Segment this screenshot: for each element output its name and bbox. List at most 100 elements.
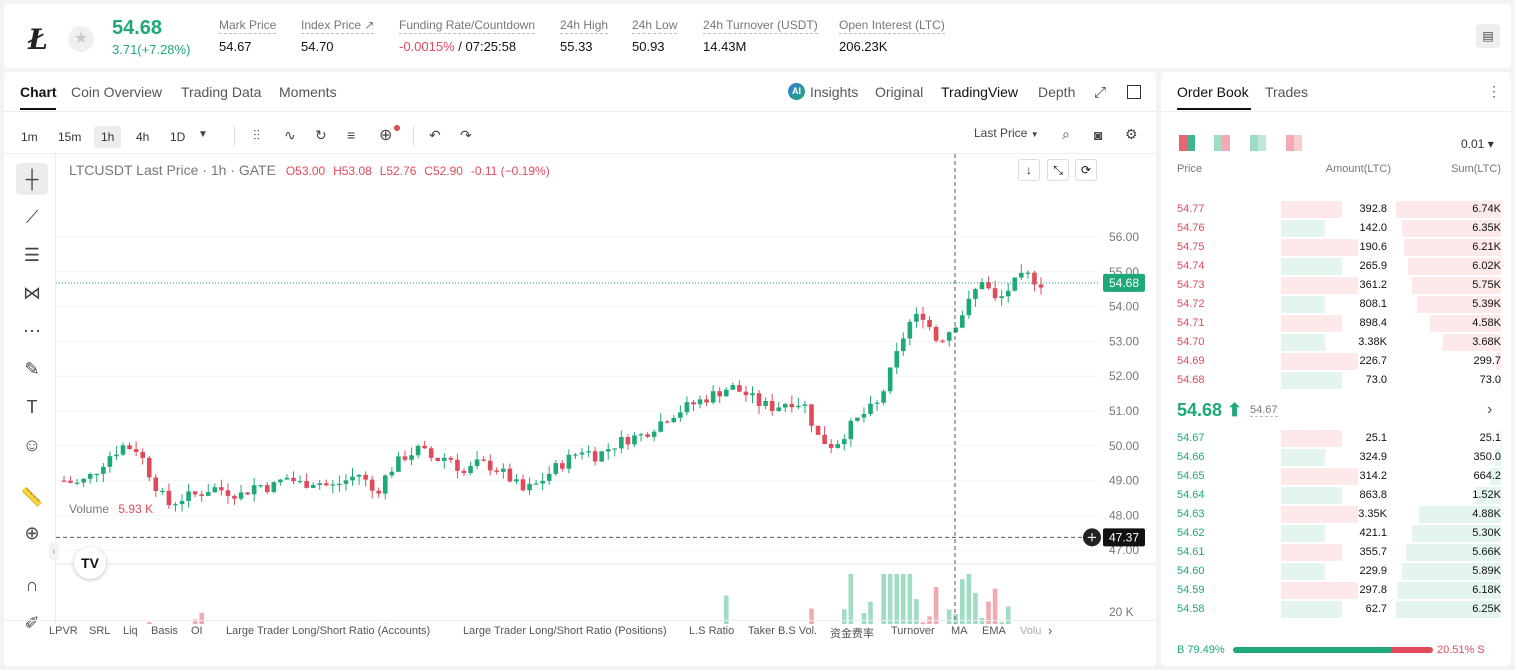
search-icon[interactable]: ⌕ bbox=[1062, 126, 1070, 142]
ind-ls-accounts[interactable]: Large Trader Long/Short Ratio (Accounts) bbox=[226, 625, 431, 637]
tf-dropdown-icon[interactable]: ▼ bbox=[198, 129, 208, 140]
drawing-toolbar bbox=[4, 154, 56, 624]
tf-1h[interactable]: 1h bbox=[94, 126, 122, 148]
ai-insights-icon[interactable]: AI bbox=[788, 83, 805, 100]
scroll-down-icon[interactable]: ↓ bbox=[1018, 159, 1040, 181]
redo-icon[interactable]: ↷ bbox=[460, 127, 472, 143]
ind-ls-positions[interactable]: Large Trader Long/Short Ratio (Positions… bbox=[463, 625, 667, 637]
stat-index-price[interactable]: Index Price ↗ 54.70 bbox=[301, 18, 375, 54]
ind-srl[interactable]: SRL bbox=[89, 625, 111, 637]
crosshair-tool-icon[interactable]: ┼ bbox=[16, 163, 48, 195]
chevron-right-icon[interactable]: › bbox=[1487, 401, 1493, 418]
ind-ls-ratio[interactable]: L.S Ratio bbox=[689, 625, 735, 637]
bid-row[interactable]: 54.67 25.1 25.1 bbox=[1161, 429, 1511, 448]
ask-row[interactable]: 54.69 226.7 299.7 bbox=[1161, 352, 1511, 371]
add-indicator-icon[interactable]: ⊕ bbox=[379, 127, 393, 144]
candle-type-icon[interactable]: ⫶⫶ bbox=[253, 127, 260, 143]
ind-ema[interactable]: EMA bbox=[982, 625, 1006, 637]
ind-liq[interactable]: Liq bbox=[123, 625, 138, 637]
ind-lpvr[interactable]: LPVR bbox=[49, 625, 78, 637]
undo-icon[interactable]: ↶ bbox=[429, 127, 441, 143]
trendline-tool-icon[interactable]: ⟋ bbox=[25, 207, 39, 227]
ind-ma[interactable]: MA bbox=[951, 625, 968, 637]
tradingview-button[interactable]: TradingView bbox=[941, 84, 1019, 100]
more-menu-icon[interactable]: ⋮ bbox=[1487, 83, 1501, 99]
tf-1m[interactable]: 1m bbox=[21, 130, 38, 144]
depth-button[interactable]: Depth bbox=[1038, 84, 1076, 100]
tradingview-chart[interactable]: 56.0055.0054.0053.0052.0051.0050.0049.00… bbox=[56, 154, 1156, 624]
layout-asks-icon[interactable] bbox=[1286, 135, 1302, 151]
indicators-icon[interactable]: ∿ bbox=[284, 127, 296, 143]
settings-gear-icon[interactable]: ⚙ bbox=[1125, 126, 1138, 142]
tf-4h[interactable]: 4h bbox=[136, 130, 150, 144]
insights-button[interactable]: Insights bbox=[810, 84, 859, 100]
ask-row[interactable]: 54.75 190.6 6.21K bbox=[1161, 238, 1511, 257]
favorite-star-icon[interactable]: ★ bbox=[68, 26, 94, 52]
ask-row[interactable]: 54.71 898.4 4.58K bbox=[1161, 314, 1511, 333]
tab-order-book[interactable]: Order Book bbox=[1177, 84, 1249, 100]
bid-row[interactable]: 54.62 421.1 5.30K bbox=[1161, 524, 1511, 543]
bid-row[interactable]: 54.60 229.9 5.89K bbox=[1161, 562, 1511, 581]
more-indicators-chevron-icon[interactable]: › bbox=[1048, 623, 1053, 638]
text-tool-icon[interactable]: T bbox=[26, 397, 38, 417]
tf-1d[interactable]: 1D bbox=[170, 130, 186, 144]
expand-icon[interactable]: ⤢ bbox=[1094, 84, 1107, 101]
tab-moments[interactable]: Moments bbox=[279, 84, 337, 100]
ask-row[interactable]: 54.74 265.9 6.02K bbox=[1161, 257, 1511, 276]
compare-icon[interactable]: ↻ bbox=[315, 127, 327, 143]
reset-icon[interactable]: ⟳ bbox=[1075, 159, 1097, 181]
ask-row[interactable]: 54.76 142.0 6.35K bbox=[1161, 219, 1511, 238]
ind-turnover[interactable]: Turnover bbox=[891, 625, 935, 637]
horizontal-lines-tool-icon[interactable]: ☰ bbox=[23, 245, 41, 265]
ask-row[interactable]: 54.73 361.2 5.75K bbox=[1161, 276, 1511, 295]
tab-trading-data[interactable]: Trading Data bbox=[181, 84, 262, 100]
pattern-tool-icon[interactable]: ⋈ bbox=[23, 283, 41, 303]
brush-tool-icon[interactable]: ✎ bbox=[24, 359, 40, 379]
ind-oi[interactable]: OI bbox=[191, 625, 203, 637]
fib-tool-icon[interactable]: ⋯ bbox=[23, 321, 41, 341]
price-type-select[interactable]: Last Price ▼ bbox=[974, 126, 1039, 140]
templates-icon[interactable]: ≡ bbox=[347, 127, 356, 143]
bid-row[interactable]: 54.58 62.7 6.25K bbox=[1161, 600, 1511, 619]
camera-icon[interactable]: ◙ bbox=[1094, 127, 1103, 143]
candle-body bbox=[87, 473, 93, 479]
bid-row[interactable]: 54.61 355.7 5.66K bbox=[1161, 543, 1511, 562]
tab-chart[interactable]: Chart bbox=[20, 84, 57, 100]
tf-15m[interactable]: 15m bbox=[58, 130, 82, 144]
candle-body bbox=[114, 454, 119, 457]
ind-basis[interactable]: Basis bbox=[151, 625, 178, 637]
ask-row[interactable]: 54.77 392.8 6.74K bbox=[1161, 200, 1511, 219]
bid-row[interactable]: 54.66 324.9 350.0 bbox=[1161, 448, 1511, 467]
ind-taker-bs-vol[interactable]: Taker B.S Vol. bbox=[748, 625, 818, 637]
pencil-tool-icon[interactable]: ✐ bbox=[24, 613, 40, 633]
tradingview-logo[interactable]: TV bbox=[74, 547, 106, 579]
bid-row[interactable]: 54.64 863.8 1.52K bbox=[1161, 486, 1511, 505]
collapse-sidebar-icon[interactable]: ‹ bbox=[49, 542, 59, 560]
volume-bar bbox=[920, 622, 926, 624]
ask-row[interactable]: 54.68 73.0 73.0 bbox=[1161, 371, 1511, 390]
bid-row[interactable]: 54.59 297.8 6.18K bbox=[1161, 581, 1511, 600]
candle-body bbox=[402, 456, 408, 460]
ruler-tool-icon[interactable]: 📏 bbox=[20, 487, 44, 507]
ind-volume[interactable]: Volu bbox=[1020, 625, 1042, 637]
bid-row[interactable]: 54.63 3.35K 4.88K bbox=[1161, 505, 1511, 524]
row-price: 54.64 bbox=[1177, 489, 1205, 501]
emoji-tool-icon[interactable]: ☺ bbox=[22, 435, 42, 455]
zoom-in-tool-icon[interactable]: ⊕ bbox=[24, 523, 40, 543]
collapse-icon[interactable]: ⤡ bbox=[1047, 159, 1069, 181]
ask-row[interactable]: 54.72 808.1 5.39K bbox=[1161, 295, 1511, 314]
tab-trades[interactable]: Trades bbox=[1265, 84, 1309, 100]
ind-funding-rate[interactable]: 资金费率 bbox=[830, 628, 874, 640]
window-icon[interactable] bbox=[1127, 85, 1141, 99]
magnet-tool-icon[interactable]: ∩ bbox=[25, 575, 39, 595]
tab-coin-overview[interactable]: Coin Overview bbox=[71, 84, 163, 100]
layout-both-icon[interactable] bbox=[1179, 135, 1195, 151]
original-button[interactable]: Original bbox=[875, 84, 924, 100]
bid-row[interactable]: 54.65 314.2 664.2 bbox=[1161, 467, 1511, 486]
layout-buy-sell-icon[interactable] bbox=[1214, 135, 1230, 151]
ask-row[interactable]: 54.70 3.38K 3.68K bbox=[1161, 333, 1511, 352]
layout-bids-icon[interactable] bbox=[1250, 135, 1266, 151]
candle-body bbox=[363, 474, 368, 480]
precision-select[interactable]: 0.01 ▾ bbox=[1461, 137, 1494, 151]
book-icon[interactable]: ▤ bbox=[1476, 24, 1500, 48]
